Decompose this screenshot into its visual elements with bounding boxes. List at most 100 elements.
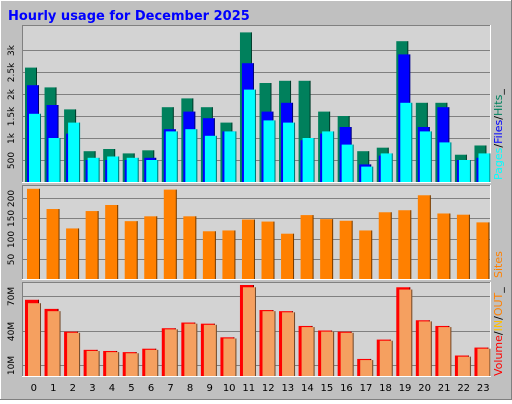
pages-bar [29,113,41,182]
plot-background [22,282,491,377]
x-tick-label: 22 [457,383,470,394]
x-tick-label: 8 [187,383,193,394]
pages-bar [380,153,393,182]
x-tick-label: 11 [242,383,255,394]
x-tick-label: 23 [477,383,490,394]
x-tick-label: 2 [70,383,76,394]
sites-bar [144,216,158,279]
pages-bar [243,89,256,182]
legend-sites: Sites [492,251,505,278]
pages-bar [224,131,237,182]
volume-out-bar [125,353,139,376]
sites-bar [163,189,177,279]
x-tick-label: 18 [379,383,392,394]
x-tick-label: 14 [301,383,314,394]
panel-sites: 50 100 150 200 Sites [7,185,505,280]
volume-out-bar [203,324,217,376]
x-tick-label: 6 [148,383,154,394]
x-tick-label: 16 [340,383,353,394]
volume-out-bar [262,311,276,376]
legend-item: OUT [492,292,505,316]
x-tick-label: 17 [360,383,373,394]
x-tick-label: 4 [109,383,115,394]
volume-out-bar [184,323,198,376]
x-tick-label: 13 [281,383,294,394]
sites-bar [476,222,490,279]
volume-out-bar [86,350,100,376]
legend-item: _ [492,287,505,294]
pages-bar [302,138,315,182]
y-tick-label: 50 [7,254,17,266]
legend-item: Pages [492,147,505,180]
y-tick-label: 70M [7,287,17,306]
x-tick-label: 9 [206,383,212,394]
pages-bar [439,142,452,182]
volume-out-bar [28,303,41,376]
volume-out-bar [418,321,432,376]
legend-item: _ [492,89,505,96]
x-tick-label: 21 [438,383,451,394]
x-tick-label: 5 [128,383,134,394]
volume-out-bar [340,332,354,376]
x-tick-label: 3 [89,383,95,394]
y-tick-label: 200 [7,190,17,207]
sites-bar [281,233,295,279]
sites-bar [27,188,40,279]
pages-bar [126,157,139,182]
volume-out-bar [457,356,471,376]
x-tick-label: 19 [399,383,412,394]
volume-out-bar [47,311,61,376]
legend-item: / [492,116,505,120]
x-tick-label: 7 [167,383,173,394]
legend-volume-in-out: Volume/IN/OUT_ [492,287,505,376]
y-tick-label: 10M [7,356,17,375]
y-tick-label: 40M [7,322,17,341]
legend-hits-files-pages: Pages/Files/Hits_ [492,89,505,180]
pages-bar [107,156,120,182]
sites-bar [183,216,197,279]
legend-item: / [492,144,505,148]
pages-bar [87,157,100,182]
sites-bar [261,221,275,279]
legend-item: Hits [492,94,505,116]
volume-out-bar [301,327,315,376]
chart-panels: 5001k1.5k2k2.5k3kPages/Files/Hits_501001… [7,25,505,377]
pages-bar [419,131,432,182]
legend-item: Sites [492,251,505,278]
volume-out-bar [477,348,491,376]
volume-out-bar [360,360,374,376]
pages-bar [400,102,413,182]
sites-bar [124,221,138,279]
y-tick-label: 1.5k [7,106,17,126]
volume-out-bar [223,338,237,376]
pages-bar [322,131,335,182]
x-tick-label: 1 [50,383,56,394]
x-tick-label: 10 [223,383,236,394]
sites-bar [378,212,392,279]
pages-bar [68,122,81,182]
sites-bar [456,214,470,279]
legend-item: Volume [492,335,505,376]
sites-bar [66,228,80,279]
y-tick-label: 500 [7,152,17,169]
volume-out-bar [67,332,81,376]
legend-item: / [492,316,505,320]
pages-bar [146,160,159,182]
volume-out-bar [321,331,335,376]
sites-bar [359,230,373,279]
y-tick-label: 150 [7,210,17,227]
y-tick-label: 2.5k [7,62,17,82]
volume-out-bar [379,340,393,376]
volume-out-bar [106,352,120,376]
legend-item: Files [492,119,505,143]
legend-item: IN [492,320,505,331]
sites-bar [241,219,255,279]
y-tick-label: 100 [7,231,17,248]
volume-out-bar [242,287,256,376]
pages-bar [48,138,61,182]
volume-out-bar [164,329,178,376]
x-tick-label: 0 [31,383,37,394]
x-axis-labels: 0 1 2 3 4 5 6 7 8 9 10 11 12 13 14 15 16 17 18 19 20 21 22 23 [31,383,490,394]
